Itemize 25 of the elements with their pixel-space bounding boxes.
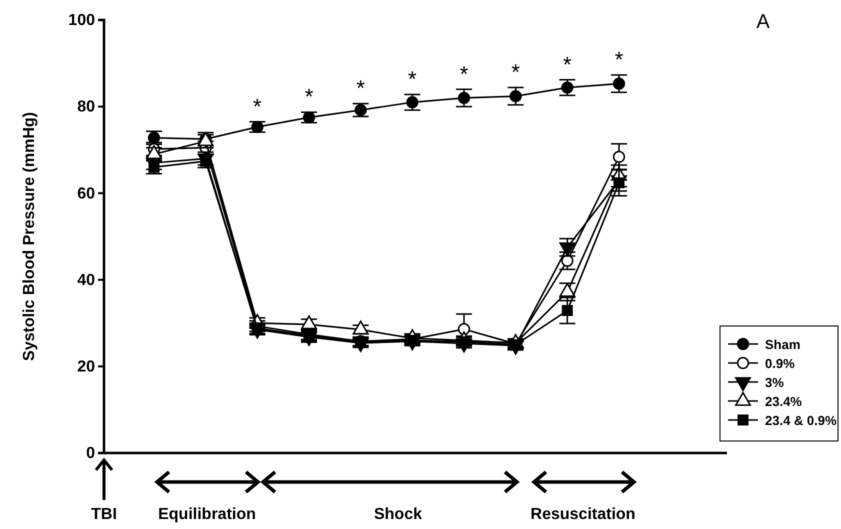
text: Equilibration [158, 506, 256, 523]
annotation: * [614, 46, 624, 72]
annotation: * [356, 76, 366, 101]
y-tick-label: 80 [77, 98, 96, 116]
y-tick-label: 0 [86, 445, 96, 462]
legend-label: 23.4 & 0.9% [765, 413, 837, 428]
y-tick-label: 20 [77, 358, 96, 376]
y-tick-label: 60 [77, 185, 96, 202]
text: A [756, 11, 770, 33]
annotation: * [460, 61, 469, 86]
annotation: * [253, 94, 262, 119]
text: TBI [91, 506, 117, 523]
y-tick-label: 100 [68, 12, 96, 30]
legend-label: 23.4% [765, 394, 802, 409]
y-axis-title: Systolic Blood Pressure (mmHg) [21, 112, 38, 361]
annotation: * [408, 66, 418, 92]
annotation: * [304, 84, 314, 110]
legend-label: Sham [765, 337, 800, 352]
annotation: * [511, 60, 520, 85]
legend-label: 0.9% [765, 356, 796, 371]
text: Shock [374, 506, 422, 523]
legend-label: 3% [765, 375, 784, 390]
y-tick-label: 40 [77, 272, 96, 289]
text: Resuscitation [530, 506, 636, 523]
annotation: * [563, 52, 572, 77]
